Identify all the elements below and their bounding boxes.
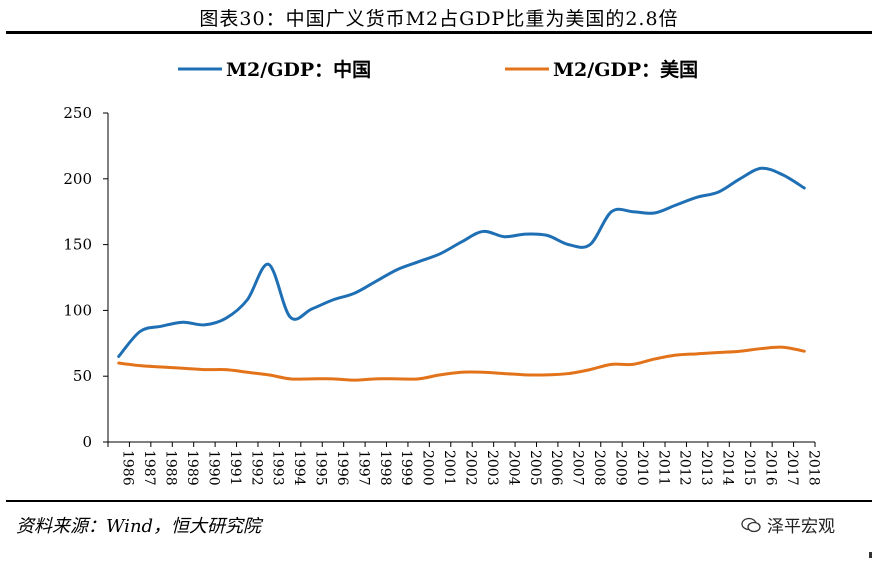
series-lines <box>117 166 806 382</box>
watermark-label: 泽平宏观 <box>767 517 835 537</box>
x-tick-label: 1996 <box>334 450 350 486</box>
x-tick-label: 2006 <box>548 450 564 486</box>
x-tick-label: 2004 <box>505 450 521 486</box>
x-tick-label: 2000 <box>420 450 436 486</box>
axes: 0 50 100 150 200 250 1986 1987 1988 1989 1990 1991 1… <box>63 104 821 486</box>
x-tick-label: 2007 <box>570 450 586 486</box>
x-tick-label: 2003 <box>484 450 500 486</box>
wechat-icon <box>741 517 761 532</box>
x-tick-label: 2009 <box>612 450 628 486</box>
source-note: 资料来源：Wind，恒大研究院 <box>16 516 262 537</box>
x-tick-label: 1997 <box>355 450 371 486</box>
bottom-rule <box>6 500 872 502</box>
x-tick-label: 2016 <box>762 450 778 486</box>
legend: M2/GDP：中国 M2/GDP：美国 <box>178 58 698 81</box>
x-tick-label: 1987 <box>141 450 157 486</box>
x-tick-label: 2017 <box>784 450 800 486</box>
y-tick-label: 250 <box>63 104 92 122</box>
x-tick-label: 2002 <box>463 450 479 486</box>
x-tick-label: 1988 <box>163 450 179 486</box>
y-tick-label: 0 <box>82 433 92 451</box>
x-tick-label: 1994 <box>291 450 307 486</box>
watermark: 泽平宏观 <box>741 512 835 537</box>
x-tick-label: 1986 <box>120 450 136 486</box>
x-tick-label: 1995 <box>313 450 329 486</box>
legend-label-china: M2/GDP：中国 <box>226 58 371 81</box>
edge-mark <box>869 552 872 558</box>
x-tick-label: 2018 <box>805 450 821 486</box>
x-tick-label: 2011 <box>655 450 671 486</box>
chart-title: 图表30：中国广义货币M2占GDP比重为美国的2.8倍 <box>199 8 679 30</box>
x-tick-label: 2001 <box>441 450 457 486</box>
y-tick-label: 150 <box>63 236 92 254</box>
y-tick-label: 200 <box>63 170 92 188</box>
top-rule <box>6 31 872 34</box>
x-tick-label: 2014 <box>720 450 736 486</box>
y-tick-label: 50 <box>73 367 92 385</box>
x-tick-label: 1989 <box>184 450 200 486</box>
line-chart: M2/GDP：中国 M2/GDP：美国 0 50 100 150 200 250 1986 19… <box>63 58 821 486</box>
x-tick-label: 1993 <box>270 450 286 486</box>
x-tick-label: 1999 <box>398 450 414 486</box>
x-tick-label: 2015 <box>741 450 757 486</box>
series-line-china <box>117 166 806 358</box>
x-tick-label: 2012 <box>677 450 693 486</box>
legend-label-usa: M2/GDP：美国 <box>553 58 698 81</box>
x-tick-label: 1991 <box>227 450 243 486</box>
x-tick-label: 1990 <box>205 450 221 486</box>
x-tick-label: 2013 <box>698 450 714 486</box>
x-tick-label: 2010 <box>634 450 650 486</box>
y-tick-label: 100 <box>63 301 92 319</box>
x-tick-label: 1998 <box>377 450 393 486</box>
series-line-usa <box>117 345 806 382</box>
x-tick-label: 2008 <box>591 450 607 486</box>
x-tick-label: 2005 <box>527 450 543 486</box>
x-tick-label: 1992 <box>248 450 264 486</box>
